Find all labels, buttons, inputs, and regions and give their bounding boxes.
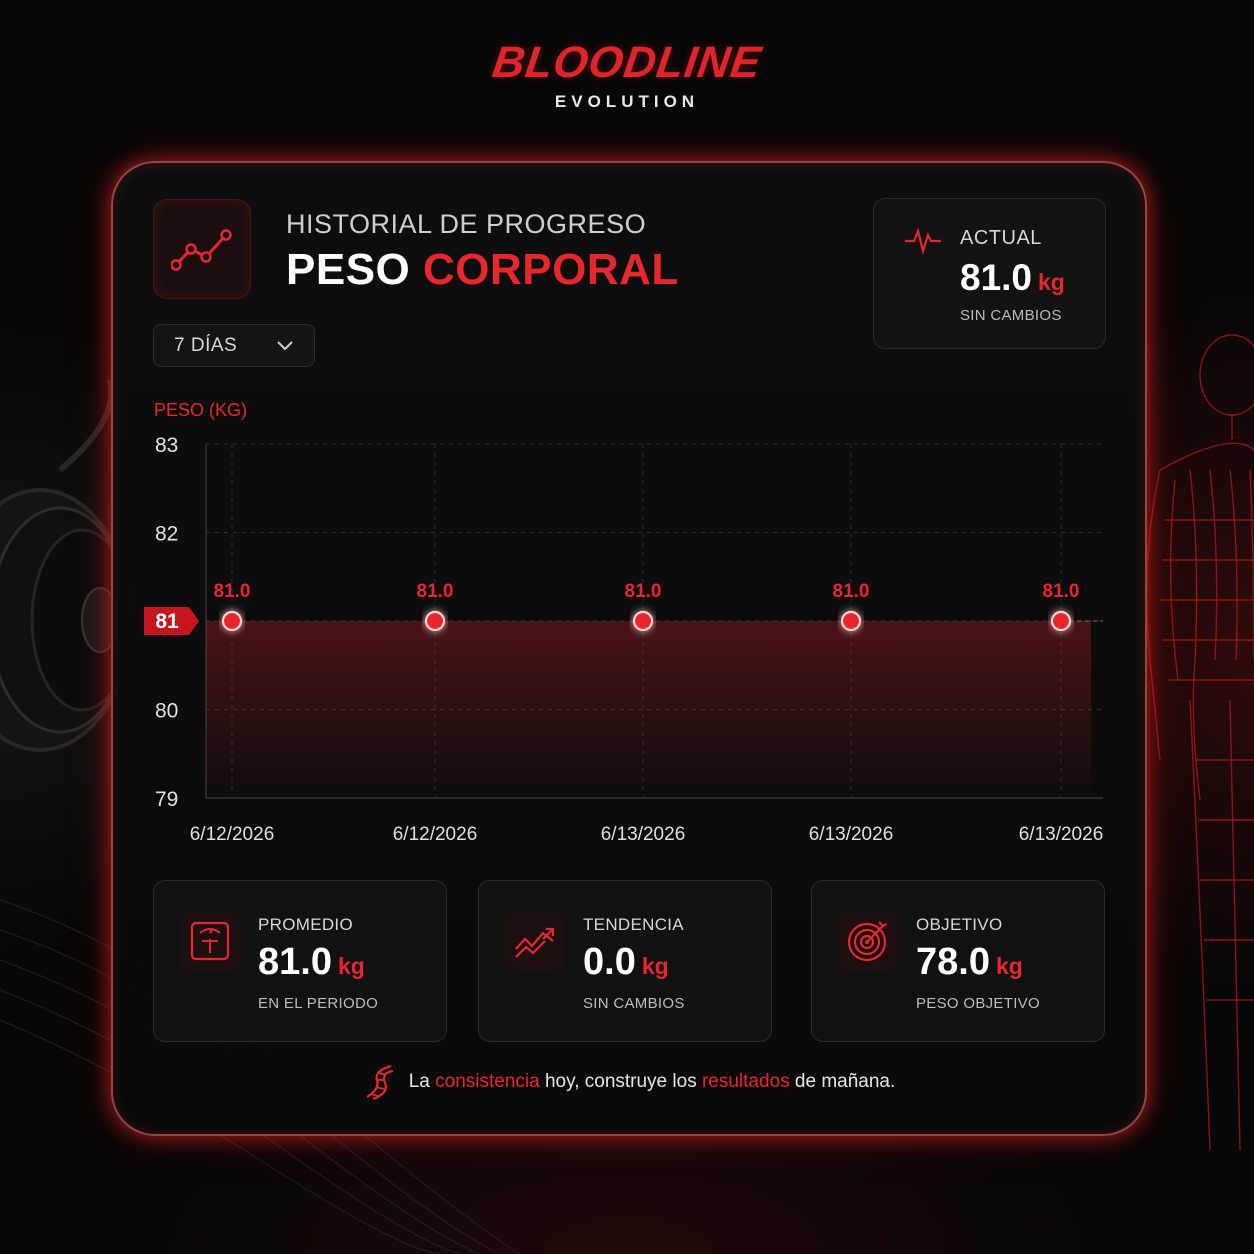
stat-average-value: 81.0 kg [258, 941, 365, 984]
stat-goal-caption: PESO OBJETIVO [916, 995, 1040, 1012]
scale-icon [180, 911, 240, 971]
brand-name: BLOODLINE [489, 38, 765, 87]
chevron-down-icon [277, 340, 293, 350]
current-label: ACTUAL [960, 227, 1042, 249]
current-value-number: 81.0 [960, 257, 1033, 298]
y-tick-highlight [144, 607, 199, 635]
period-select-value: 7 DÍAS [174, 334, 238, 356]
brand-tagline: EVOLUTION [554, 92, 700, 111]
quote-highlight-1: consistencia [435, 1071, 540, 1093]
stat-trend: TENDENCIA 0.0 kg SIN CAMBIOS [478, 880, 772, 1042]
x-tick-label: 6/13/2026 [601, 824, 686, 845]
stat-average-number: 81.0 [258, 941, 332, 983]
stat-average-label: PROMEDIO [258, 915, 353, 934]
series-area [206, 621, 1091, 798]
quote-part-3: de mañana. [789, 1071, 896, 1093]
y-tick-label: 81 [155, 610, 179, 633]
y-tick-label: 80 [155, 700, 178, 723]
data-point[interactable] [424, 610, 446, 632]
target-icon [838, 911, 898, 971]
stat-average: PROMEDIO 81.0 kg EN EL PERIODO [153, 880, 447, 1042]
trend-arrow-icon [505, 911, 565, 971]
motivational-quote: La consistencia hoy, construye los resul… [113, 1063, 1145, 1101]
weight-chart: PESO (KG) 81.0 81.0 81.0 81.0 81.0 79 80 81 82 8… [144, 400, 1104, 845]
x-tick-label: 6/13/2026 [809, 824, 894, 845]
data-point[interactable] [632, 610, 654, 632]
quote-part-2: hoy, construye los [539, 1071, 702, 1093]
page-subtitle: HISTORIAL DE PROGRESO [286, 209, 647, 239]
x-tick-label: 6/12/2026 [190, 824, 275, 845]
period-select[interactable]: 7 DÍAS [153, 324, 315, 367]
y-tick-label: 83 [155, 434, 178, 457]
title-word-1: PESO [286, 245, 411, 294]
page-title: PESO CORPORAL [286, 245, 679, 295]
data-point[interactable] [221, 610, 243, 632]
stat-goal-number: 78.0 [916, 941, 990, 983]
current-unit: kg [1038, 269, 1065, 295]
current-weight-card: ACTUAL 81.0 kg SIN CAMBIOS [873, 198, 1106, 349]
stat-goal-label: OBJETIVO [916, 915, 1003, 934]
current-status: SIN CAMBIOS [960, 307, 1062, 324]
y-axis-title: PESO (KG) [154, 400, 247, 420]
y-tick-label: 82 [155, 523, 178, 546]
stat-average-caption: EN EL PERIODO [258, 995, 379, 1012]
stat-goal-value: 78.0 kg [916, 941, 1023, 984]
data-label: 81.0 [625, 581, 662, 602]
data-point[interactable] [840, 610, 862, 632]
data-point[interactable] [1050, 610, 1072, 632]
stat-trend-value: 0.0 kg [583, 941, 669, 984]
dna-icon [366, 1064, 393, 1101]
data-label: 81.0 [417, 581, 454, 602]
progress-card: HISTORIAL DE PROGRESO PESO CORPORAL 7 DÍ… [111, 161, 1147, 1136]
x-tick-label: 6/13/2026 [1019, 824, 1104, 845]
stat-trend-number: 0.0 [583, 941, 636, 983]
x-tick-label: 6/12/2026 [393, 824, 478, 845]
quote-highlight-2: resultados [701, 1071, 790, 1093]
stat-trend-caption: SIN CAMBIOS [583, 995, 685, 1012]
heartbeat-icon [905, 227, 941, 255]
stat-trend-label: TENDENCIA [583, 915, 684, 934]
stat-goal: OBJETIVO 78.0 kg PESO OBJETIVO [811, 880, 1105, 1042]
stat-goal-unit: kg [995, 953, 1023, 979]
data-label: 81.0 [833, 581, 870, 602]
data-label: 81.0 [214, 581, 251, 602]
data-label: 81.0 [1043, 581, 1080, 602]
y-tick-label: 79 [155, 788, 178, 811]
current-value: 81.0 kg [960, 257, 1065, 299]
title-word-2: CORPORAL [423, 245, 679, 294]
stat-trend-unit: kg [641, 953, 669, 979]
quote-part-1: La [408, 1071, 436, 1093]
stat-average-unit: kg [337, 953, 365, 979]
trend-line-icon [153, 199, 251, 299]
brand-logo: BLOODLINE EVOLUTION [0, 38, 1254, 112]
